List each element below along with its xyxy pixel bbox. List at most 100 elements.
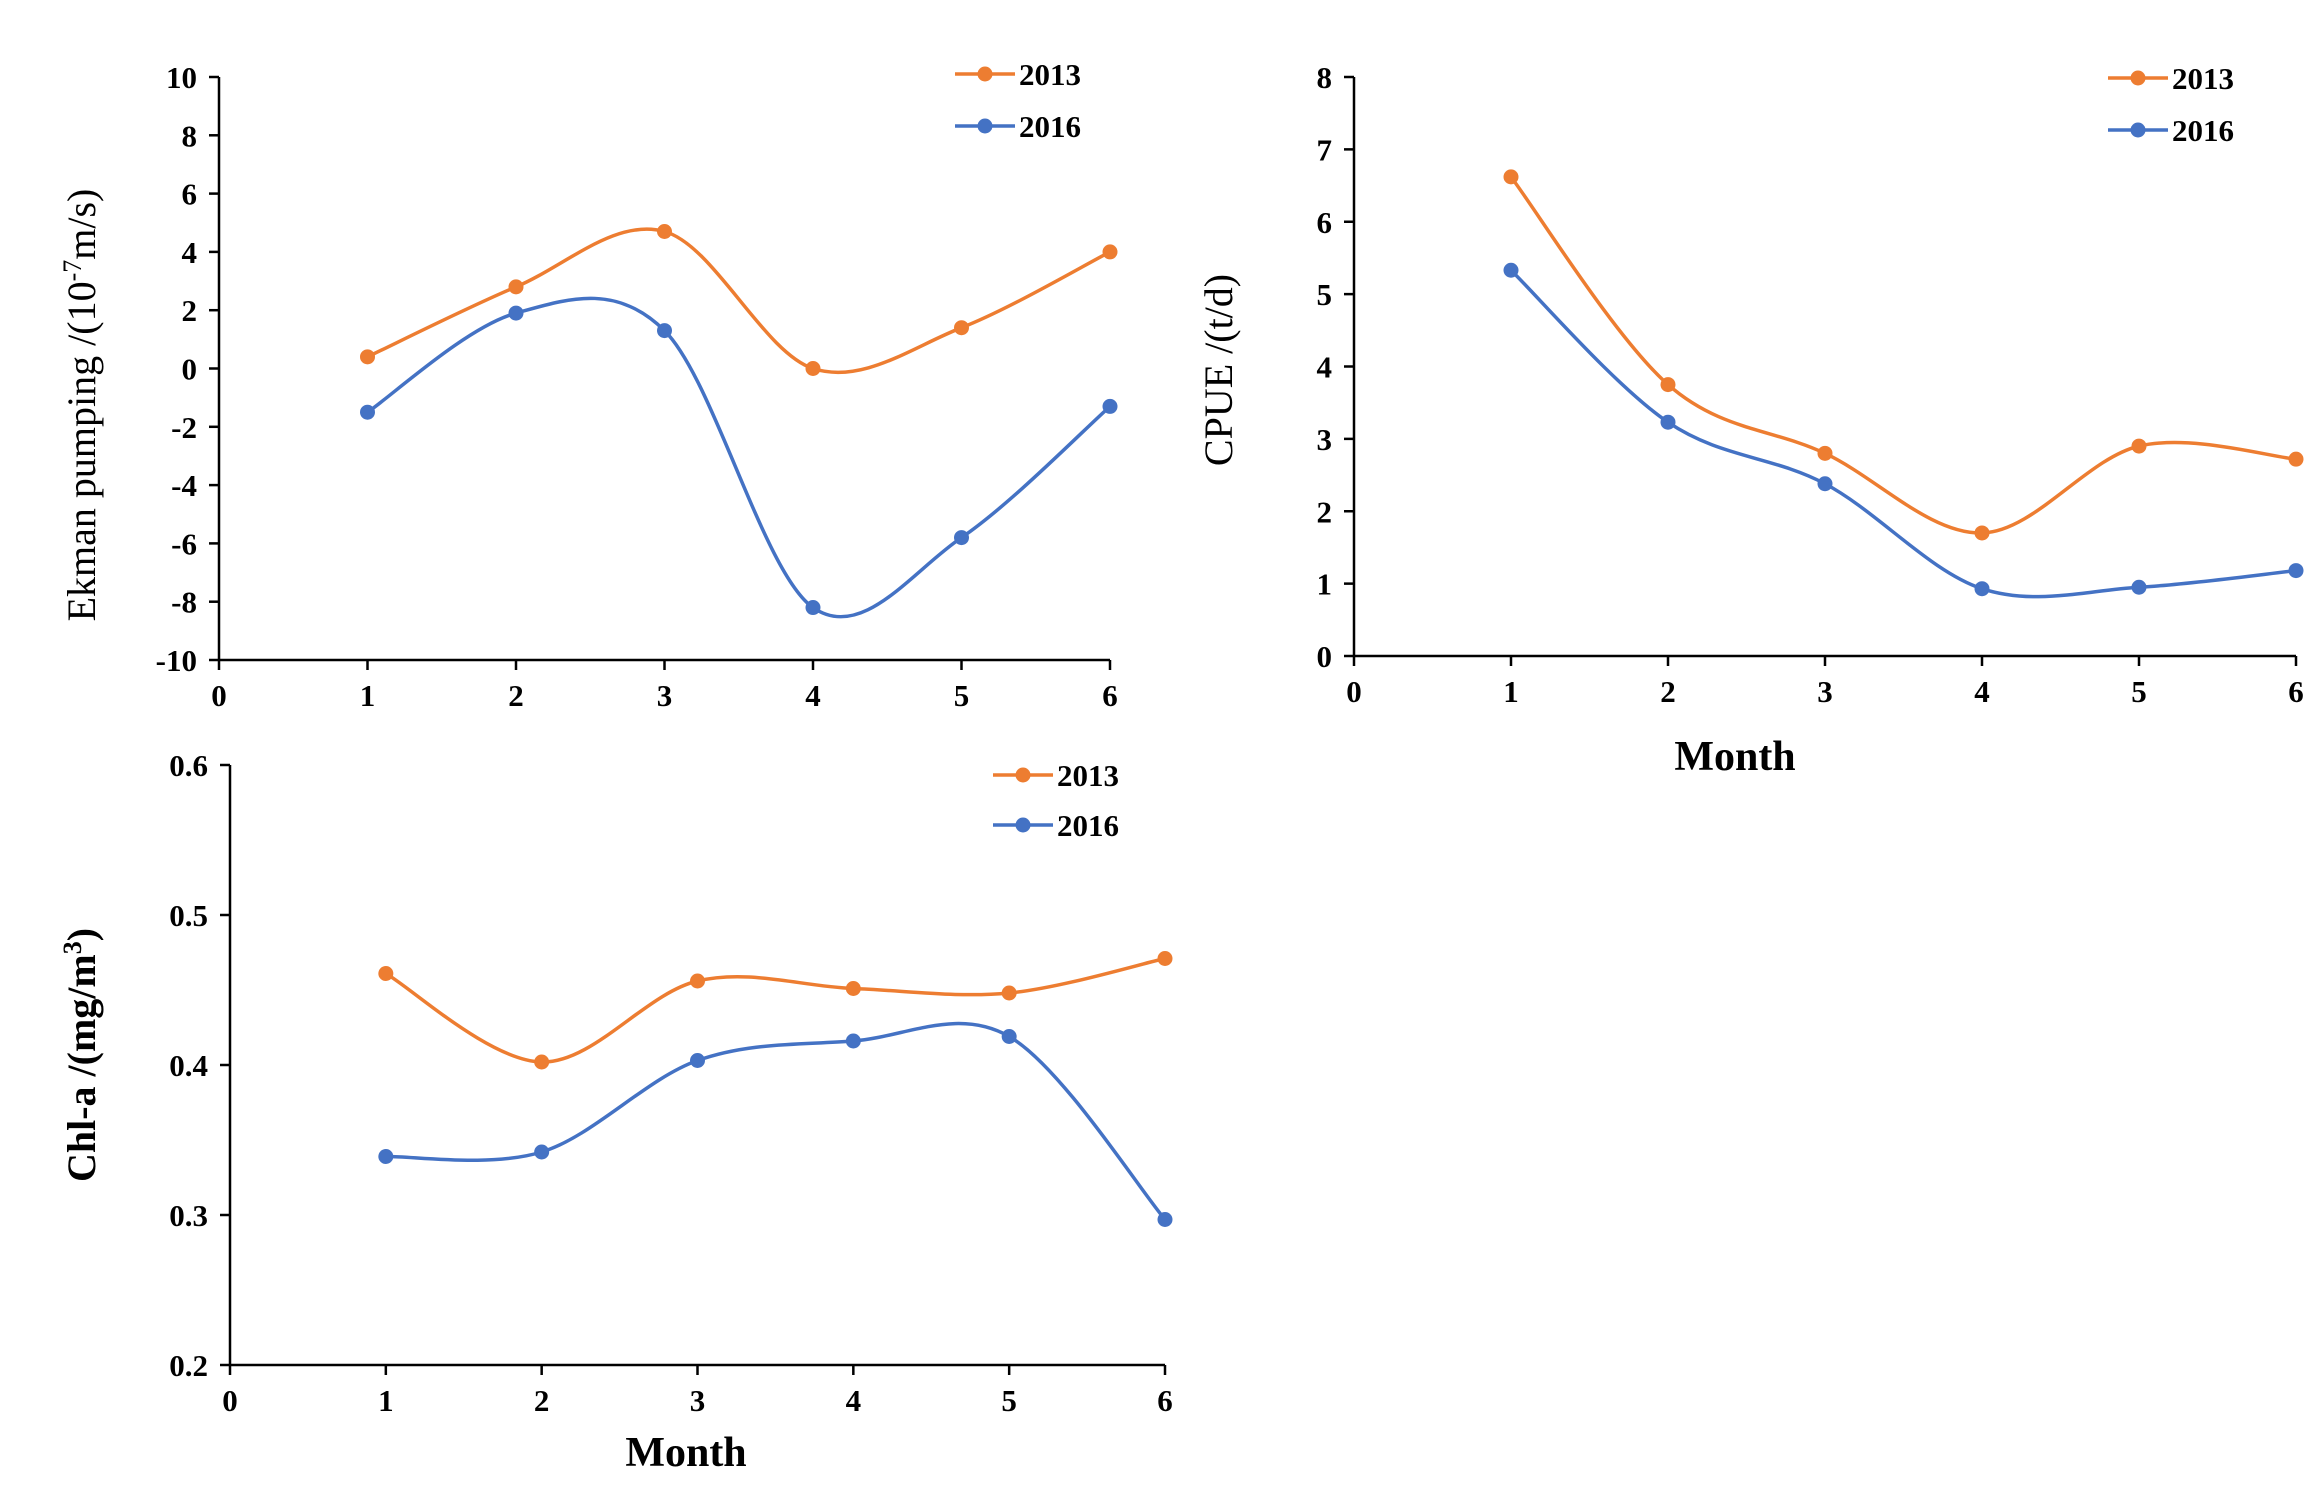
- ekman-series-2013-point: [657, 223, 672, 239]
- cpue-x-tick-label: 4: [1974, 674, 1990, 709]
- ekman-series-2013-point: [508, 279, 524, 295]
- cpue-legend-2016-marker: [2130, 122, 2146, 138]
- ekman-legend-2016-label: 2016: [1019, 109, 1081, 144]
- ekman-x-tick-label: 0: [211, 678, 227, 713]
- cpue-series-2016-point: [2131, 579, 2147, 595]
- cpue-y-tick-label: 3: [1317, 422, 1333, 457]
- cpue-y-tick-label: 4: [1317, 350, 1333, 385]
- chla-series-2013-point: [690, 973, 705, 989]
- cpue-series-2013-line: [1509, 175, 2298, 535]
- ekman-legend-2013-label: 2013: [1019, 57, 1081, 92]
- cpue-x-tick-label: 2: [1660, 674, 1676, 709]
- cpue-panel: CPUE /(t/d) Month 0 1 2 3 4 5 6 7 8 0 1 2 3 4 5 6 2013 20…: [1196, 60, 2304, 780]
- cpue-series-2013-point: [2131, 438, 2147, 454]
- ekman-x-tick-label: 5: [954, 678, 970, 713]
- cpue-x-tick-label: 6: [2288, 674, 2304, 709]
- cpue-x-tick-label: 1: [1503, 674, 1519, 709]
- ekman-y-tick-label: -8: [171, 585, 197, 620]
- cpue-y-tick-label: 1: [1317, 567, 1333, 602]
- cpue-series-2016-point: [1660, 414, 1676, 430]
- ekman-series-2016-point: [954, 530, 969, 546]
- chla-y-tick-label: 0.5: [169, 898, 208, 933]
- chla-x-tick-label: 3: [690, 1383, 706, 1418]
- chla-x-tick-label: 2: [534, 1383, 550, 1418]
- chla-y-tick-label: 0.3: [169, 1198, 208, 1233]
- ekman-y-tick-label: 10: [166, 60, 197, 95]
- cpue-legend-2013-label: 2013: [2172, 61, 2234, 96]
- cpue-series-2016-point: [1503, 262, 1519, 278]
- ekman-series-2013-point: [805, 361, 821, 376]
- ekman-series-2016-point: [657, 323, 672, 339]
- ekman-y-tick-label: -6: [171, 526, 197, 561]
- cpue-series-2013-point: [1660, 377, 1676, 393]
- ekman-series-2013-point: [360, 349, 375, 365]
- cpue-series-2013-point: [1817, 445, 1833, 461]
- ekman-y-tick-label: 4: [182, 235, 198, 270]
- cpue-y-tick-label: 2: [1317, 494, 1333, 529]
- cpue-ylabel: CPUE /(t/d): [1196, 274, 1241, 466]
- ekman-x-tick-label: 2: [508, 678, 524, 713]
- chla-ylabel: Chl-a /(mg/m3): [58, 928, 104, 1182]
- ekman-ylabel: Ekman pumping /(10-7m/s): [58, 189, 104, 622]
- chla-legend-2013-label: 2013: [1057, 758, 1119, 793]
- chla-series-2016-point: [1001, 1029, 1017, 1044]
- chla-series-2013-point: [534, 1054, 550, 1070]
- chla-y-tick-label: 0.2: [169, 1348, 208, 1383]
- cpue-series-2013-point: [1503, 169, 1519, 185]
- chla-y-tick-label: 0.4: [169, 1048, 208, 1083]
- ekman-series-2016-point: [508, 305, 524, 321]
- chla-series-2016-point: [534, 1144, 550, 1160]
- ekman-y-tick-label: 2: [182, 293, 198, 328]
- cpue-y-tick-label: 7: [1317, 132, 1333, 167]
- chla-series-2013-point: [845, 981, 861, 996]
- ekman-y-tick-label: 6: [182, 177, 198, 212]
- ekman-series-2013-line: [365, 227, 1112, 375]
- chla-series-2016-point: [690, 1053, 705, 1068]
- chla-xlabel: Month: [625, 1430, 746, 1476]
- cpue-x-tick-label: 0: [1346, 674, 1362, 709]
- chla-legend-2013-marker: [1015, 767, 1031, 783]
- chla-legend-2016-label: 2016: [1057, 808, 1119, 843]
- ekman-series-2016-point: [805, 600, 821, 616]
- chla-series-2016-point: [845, 1033, 861, 1049]
- ekman-y-tick-label: -4: [171, 468, 197, 503]
- chla-y-tick-label: 0.6: [169, 748, 208, 783]
- ekman-x-tick-label: 4: [805, 678, 821, 713]
- cpue-legend-2016-label: 2016: [2172, 113, 2234, 148]
- chla-series-2016-line: [384, 1021, 1167, 1222]
- chla-series-2016-point: [378, 1149, 394, 1164]
- ekman-series-2013-point: [1102, 244, 1118, 260]
- chla-series-2013-line: [384, 956, 1167, 1064]
- chla-x-tick-label: 6: [1157, 1383, 1173, 1418]
- cpue-y-tick-label: 0: [1317, 639, 1333, 674]
- chla-x-tick-label: 1: [378, 1383, 394, 1418]
- cpue-legend-2013-marker: [2130, 70, 2146, 86]
- chla-series-2013-point: [1157, 951, 1173, 966]
- ekman-y-tick-label: 0: [182, 352, 198, 387]
- ekman-x-tick-label: 6: [1102, 678, 1118, 713]
- ekman-panel: Ekman pumping /(10-7m/s) -10 -8 -6 -4 -2 0 2 4 6…: [58, 57, 1118, 713]
- ekman-legend-2013-marker: [977, 66, 993, 82]
- cpue-x-tick-label: 3: [1817, 674, 1833, 709]
- cpue-series-2016-point: [1817, 476, 1833, 492]
- ekman-x-tick-label: 3: [657, 678, 673, 713]
- ekman-series-2013-point: [954, 320, 969, 336]
- cpue-xlabel: Month: [1674, 734, 1795, 780]
- cpue-series-2016-point: [1974, 581, 1990, 597]
- ekman-series-2016-point: [360, 404, 375, 420]
- ekman-series-2016-line: [365, 296, 1112, 619]
- cpue-series-2016-point: [2288, 563, 2304, 579]
- chla-series-2013-point: [378, 966, 394, 981]
- cpue-y-tick-label: 8: [1317, 60, 1333, 95]
- chla-series-2016-point: [1157, 1212, 1173, 1227]
- cpue-series-2016-line: [1509, 268, 2298, 599]
- cpue-series-2013-point: [2288, 451, 2304, 467]
- chla-x-tick-label: 4: [846, 1383, 862, 1418]
- ekman-y-tick-label: -2: [171, 410, 197, 445]
- chla-x-tick-label: 0: [222, 1383, 238, 1418]
- ekman-x-tick-label: 1: [360, 678, 376, 713]
- ekman-legend-2016-marker: [977, 118, 993, 134]
- chla-series-2013-point: [1001, 985, 1017, 1001]
- chla-legend-2016-marker: [1015, 817, 1031, 833]
